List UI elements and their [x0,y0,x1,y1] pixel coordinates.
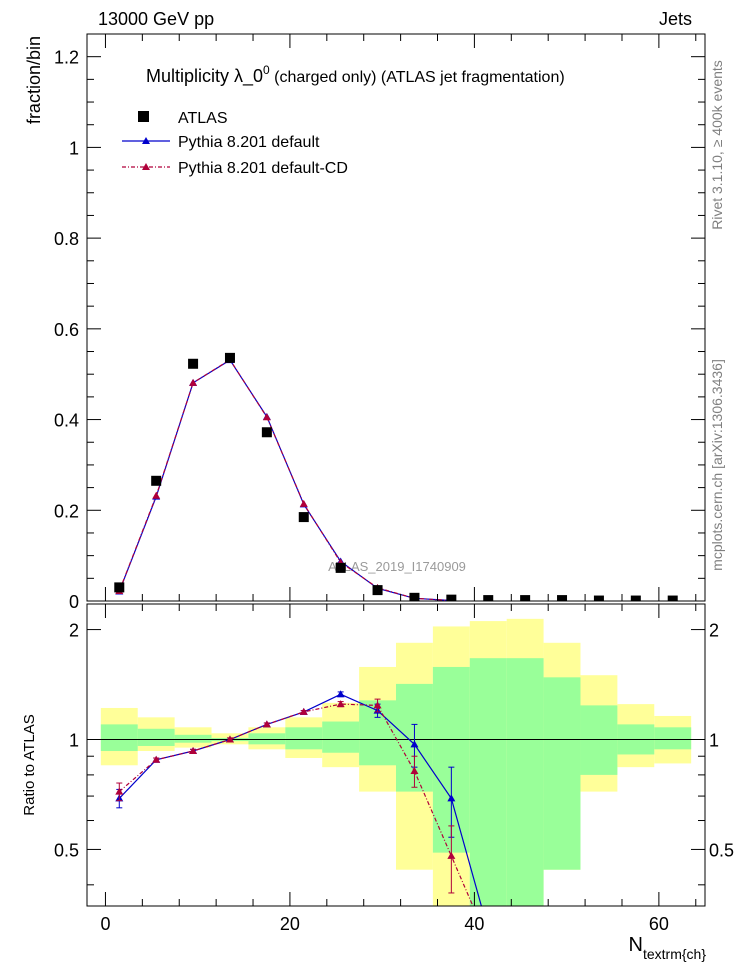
main-point-atlas [298,512,309,523]
main-y-tick-label: 0.8 [54,229,79,249]
ratio-y-tick-label-right: 2 [709,621,719,641]
main-point-atlas [483,595,494,601]
x-tick-label: 0 [100,914,110,934]
main-panel-background [86,33,706,602]
chart-title: Multiplicity λ_00 (charged only) (ATLAS … [146,63,565,87]
main-point-atlas [557,595,568,601]
legend-marker-default [142,137,150,144]
main-point-atlas [593,595,604,601]
ratio-y-axis-label: Ratio to ATLAS [21,714,38,815]
legend-label-atlas: ATLAS [178,110,228,127]
main-point-atlas [667,595,678,601]
legend: ATLAS Pythia 8.201 default Pythia 8.201 … [122,110,348,177]
main-point-atlas [261,427,272,438]
green-band-bin [100,724,138,752]
ratio-y-tick-label: 1 [69,731,79,751]
rivet-label: Rivet 3.1.10, ≥ 400k events [709,60,725,230]
ratio-y-tick-label-right: 1 [709,731,719,751]
ratio-panel-axes: 0.5 0.51 12 20 20 40 60 [54,603,734,934]
main-point-default-cd [299,499,308,507]
main-y-axis-label: fraction/bin [24,36,44,124]
main-y-tick-label: 1 [69,138,79,158]
ratio-point-default [447,794,456,802]
main-point-atlas [114,582,125,593]
x-tick-label: 40 [464,914,484,934]
main-point-atlas [188,358,199,369]
ratio-point-default-cd [299,707,308,715]
legend-marker-default-cd [142,163,150,170]
x-axis-label: Ntextrm{ch} [629,934,707,962]
legend-marker-atlas [138,111,149,122]
ratio-point-default-cd [115,787,124,795]
green-band-bin [506,658,544,906]
green-band-bin [174,734,212,743]
green-band-bin [580,705,618,775]
green-band-bin [137,728,175,746]
main-point-atlas [520,595,531,601]
ratio-frame [86,603,706,907]
green-band-bin [285,727,323,750]
ratio-point-default-cd [447,851,456,859]
main-y-tick-label: 0 [69,592,79,612]
main-y-tick-label: 0.6 [54,320,79,340]
main-point-default-cd [152,491,161,499]
main-line-default-cd [118,358,452,601]
ratio-point-default-cd [410,766,419,774]
main-y-tick-label: 1.2 [54,48,79,68]
ratio-y-tick-label-right: 0.5 [709,840,734,860]
ratio-y-tick-label: 2 [69,621,79,641]
green-band-bin [543,677,581,870]
main-point-default-cd [262,413,271,421]
ratio-point-default-cd [189,747,198,755]
ratio-point-default-cd [262,720,271,728]
main-point-atlas [224,352,235,363]
main-point-atlas [372,585,383,596]
main-point-atlas [335,562,346,573]
ratio-y-tick-label: 0.5 [54,840,79,860]
ratio-uncertainty-bands [87,618,705,906]
header-left: 13000 GeV pp [98,9,214,29]
main-point-atlas [151,475,162,486]
ratio-point-default [336,690,345,698]
main-frame [86,33,706,602]
main-point-default-cd [189,378,198,386]
analysis-watermark: ATLAS_2019_I1740909 [328,559,466,574]
ratio-point-default-cd [373,701,382,709]
x-tick-label: 60 [649,914,669,934]
ratio-point-default [410,740,419,748]
mcplots-label: mcplots.cern.ch [arXiv:1306.3436] [709,359,725,571]
main-y-tick-label: 0.2 [54,501,79,521]
legend-label-default-cd: Pythia 8.201 default-CD [178,160,348,177]
main-panel-axes: 0 0.2 0.4 0.6 0.8 1 1.2 [54,34,705,612]
green-band-bin [248,733,286,745]
x-tick-label: 20 [280,914,300,934]
ratio-point-default-cd [336,700,345,708]
legend-label-default: Pythia 8.201 default [178,134,320,151]
header-right: Jets [659,9,692,29]
main-point-atlas [630,595,641,601]
green-band-bin [654,727,692,750]
main-point-atlas [409,592,420,601]
green-band-bin [322,721,360,753]
ratio-point-default-cd [152,755,161,763]
ratio-point-default-cd [225,735,234,743]
main-point-atlas [446,594,457,601]
ratio-panel-series [115,690,483,906]
main-panel-series [114,352,678,601]
green-band-bin [469,658,507,906]
main-y-tick-label: 0.4 [54,411,79,431]
